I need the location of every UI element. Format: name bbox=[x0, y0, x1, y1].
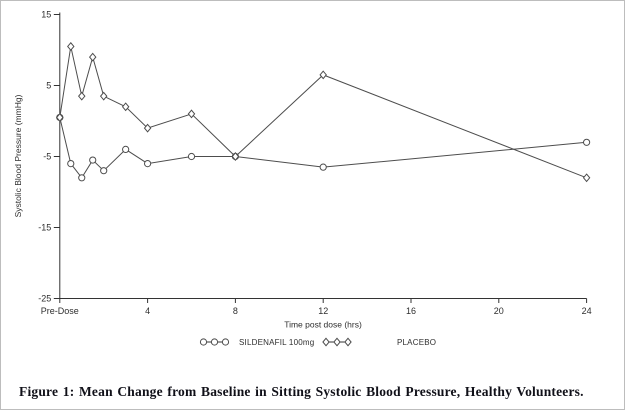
y-tick-label: 5 bbox=[46, 81, 51, 91]
x-tick-label: 8 bbox=[233, 306, 238, 316]
data-point-sildenafil bbox=[583, 138, 591, 146]
x-tick-label: 24 bbox=[582, 306, 592, 316]
data-point-sildenafil bbox=[144, 160, 152, 168]
data-point-placebo bbox=[143, 123, 152, 133]
data-point-placebo bbox=[77, 91, 86, 101]
legend-diamond-icon bbox=[322, 337, 330, 347]
legend-entry-label: PLACEBO bbox=[397, 338, 436, 347]
y-axis-title: Systolic Blood Pressure (mmHg) bbox=[13, 94, 23, 217]
data-point-sildenafil bbox=[67, 160, 75, 168]
data-point-sildenafil bbox=[78, 174, 86, 182]
y-tick-label: -15 bbox=[38, 223, 51, 233]
chart-svg: 15 5 -5 -15 -25 Pre-Dose 4 8 12 16 20 24 SILDENAFIL … bbox=[13, 10, 592, 347]
data-point-placebo bbox=[99, 91, 108, 101]
data-point-sildenafil bbox=[89, 156, 97, 164]
chart-root: 15 5 -5 -15 -25 Pre-Dose 4 8 12 16 20 24 SILDENAFIL … bbox=[38, 10, 591, 347]
legend-entry-label: SILDENAFIL 100mg bbox=[239, 338, 314, 347]
data-point-placebo bbox=[88, 52, 97, 62]
data-point-placebo bbox=[56, 112, 64, 122]
x-tick-label: 20 bbox=[494, 306, 504, 316]
y-tick-label: -5 bbox=[43, 152, 51, 162]
legend-circle-icon bbox=[199, 338, 208, 346]
data-point-placebo bbox=[319, 70, 327, 80]
legend-diamond-icon bbox=[333, 337, 341, 347]
x-tick-label: 12 bbox=[318, 306, 328, 316]
legend-circle-icon bbox=[221, 338, 230, 346]
x-tick-label: 16 bbox=[406, 306, 416, 316]
data-point-placebo bbox=[187, 109, 196, 119]
x-tick-label: Pre-Dose bbox=[41, 306, 79, 316]
legend-diamond-icon bbox=[344, 337, 352, 347]
data-point-placebo bbox=[582, 173, 591, 183]
y-tick-label: 15 bbox=[41, 10, 51, 20]
data-point-sildenafil bbox=[100, 167, 108, 175]
y-tick-label: -25 bbox=[38, 294, 51, 304]
data-point-sildenafil bbox=[319, 163, 327, 171]
data-point-placebo bbox=[231, 152, 240, 161]
data-point-placebo bbox=[121, 102, 130, 112]
data-point-placebo bbox=[67, 41, 75, 51]
figure-caption: Figure 1: Mean Change from Baseline in S… bbox=[19, 384, 584, 399]
data-point-sildenafil bbox=[187, 152, 196, 161]
data-point-sildenafil bbox=[122, 145, 130, 153]
legend-circle-icon bbox=[210, 338, 219, 346]
x-tick-label: 4 bbox=[145, 306, 150, 316]
x-axis-title: Time post dose (hrs) bbox=[284, 320, 362, 330]
